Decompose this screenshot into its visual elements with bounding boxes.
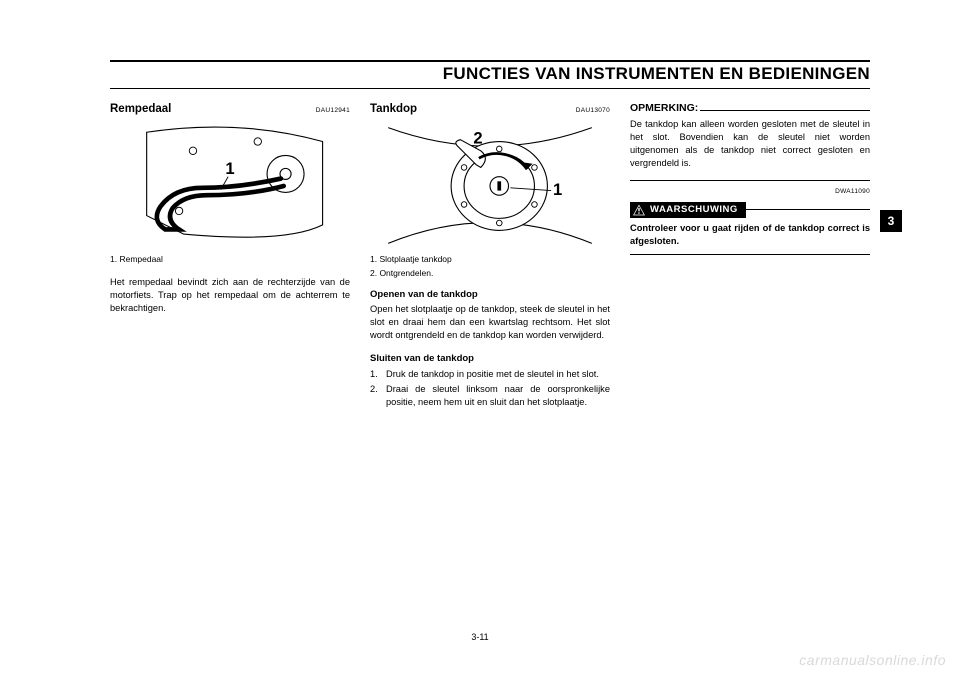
note-body: De tankdop kan alleen worden gesloten me…: [630, 118, 870, 170]
section-title-tankdop: Tankdop: [370, 101, 417, 117]
step-text: Draai de sleutel linksom naar de oorspro…: [386, 383, 610, 409]
figure-caption-1: 1. Rempedaal: [110, 254, 350, 266]
svg-text:1: 1: [553, 180, 562, 199]
svg-text:2: 2: [473, 128, 482, 147]
body-text: Het rempedaal bevindt zich aan de rechte…: [110, 276, 350, 315]
subhead-open: Openen van de tankdop: [370, 288, 610, 301]
watermark: carmanualsonline.info: [799, 652, 946, 668]
page-number: 3-11: [0, 632, 960, 642]
warning-heading: WAARSCHUWING: [630, 202, 870, 218]
figure-caption-2: 2. Ontgrendelen.: [370, 268, 610, 280]
page-title: FUNCTIES VAN INSTRUMENTEN EN BEDIENINGEN: [110, 64, 870, 84]
chapter-number: 3: [888, 214, 895, 228]
section-title-rempedaal: Rempedaal: [110, 101, 171, 117]
chapter-tab: 3: [880, 210, 902, 232]
manual-page: FUNCTIES VAN INSTRUMENTEN EN BEDIENINGEN…: [0, 0, 960, 678]
note-heading: OPMERKING:: [630, 101, 870, 116]
figure-rempedaal: 1: [110, 123, 350, 248]
content-columns: Rempedaal DAU12941 1: [110, 101, 870, 411]
divider: [630, 180, 870, 181]
figure-caption-1: 1. Slotplaatje tankdop: [370, 254, 610, 266]
ref-code: DAU13070: [576, 106, 610, 115]
step-num: 1.: [370, 368, 386, 381]
figure-tankdop: 2 1: [370, 123, 610, 248]
column-2: Tankdop DAU13070: [370, 101, 610, 411]
note-rule: [700, 110, 870, 111]
svg-text:1: 1: [225, 159, 234, 178]
warning-rule: [746, 209, 870, 210]
ref-code: DAU12941: [316, 106, 350, 115]
divider-bold: [630, 254, 870, 255]
step-num: 2.: [370, 383, 386, 409]
page-header: FUNCTIES VAN INSTRUMENTEN EN BEDIENINGEN: [110, 60, 870, 89]
note-label: OPMERKING:: [630, 101, 698, 116]
column-1: Rempedaal DAU12941 1: [110, 101, 350, 411]
subhead-close: Sluiten van de tankdop: [370, 352, 610, 365]
warning-icon: [632, 204, 646, 216]
body-open: Open het slotplaatje op de tankdop, stee…: [370, 303, 610, 342]
column-3: OPMERKING: De tankdop kan alleen worden …: [630, 101, 870, 411]
warning-badge: WAARSCHUWING: [630, 202, 746, 218]
ref-code: DWA11090: [630, 187, 870, 196]
warning-label: WAARSCHUWING: [650, 203, 738, 216]
steps-close: 1.Druk de tankdop in positie met de sleu…: [370, 368, 610, 409]
warning-body: Controleer voor u gaat rijden of de tank…: [630, 222, 870, 248]
step-text: Druk de tankdop in positie met de sleute…: [386, 368, 610, 381]
